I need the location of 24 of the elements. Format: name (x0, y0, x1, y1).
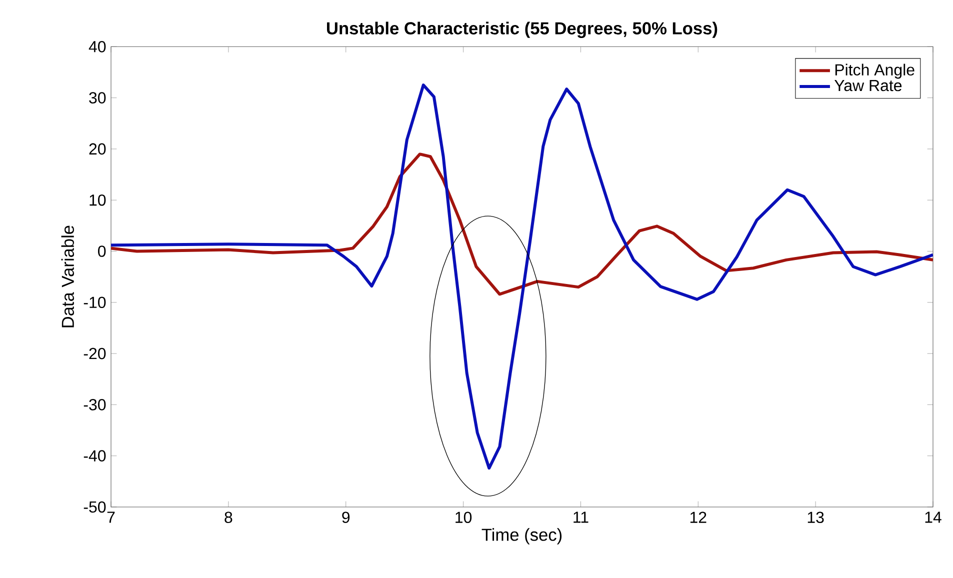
y-tick-label: -30 (84, 399, 106, 410)
y-tick-label: -40 (84, 450, 106, 462)
y-tick-label: 40 (88, 41, 106, 52)
x-tick-label: 14 (925, 512, 942, 523)
line-series (111, 152, 933, 296)
y-axis-title: Data Variable (61, 226, 74, 328)
x-tick-label: 10 (456, 512, 472, 524)
y-tick-label: 0 (98, 246, 106, 257)
y-tick-label: -20 (84, 348, 106, 360)
y-tick-label: -10 (84, 296, 106, 308)
x-tick-label: 9 (342, 512, 350, 524)
legend-label: Yaw Rate (834, 80, 902, 92)
y-tick-label: -50 (84, 501, 106, 513)
y-tick-label: 10 (90, 194, 106, 206)
x-tick-label: 13 (808, 512, 824, 524)
x-axis-title: Time (sec) (482, 528, 562, 544)
x-tick-label: 11 (574, 512, 588, 523)
x-tick-label: 8 (224, 512, 232, 524)
legend-label: Pitch Angle (835, 64, 914, 79)
y-tick-label: 20 (89, 143, 106, 155)
x-tick-label: 7 (107, 512, 115, 523)
y-tick-label: 30 (89, 92, 106, 104)
chart-title: Unstable Characteristic (55 Degrees, 50% Loss) (327, 22, 718, 38)
x-tick-label: 12 (690, 512, 706, 523)
